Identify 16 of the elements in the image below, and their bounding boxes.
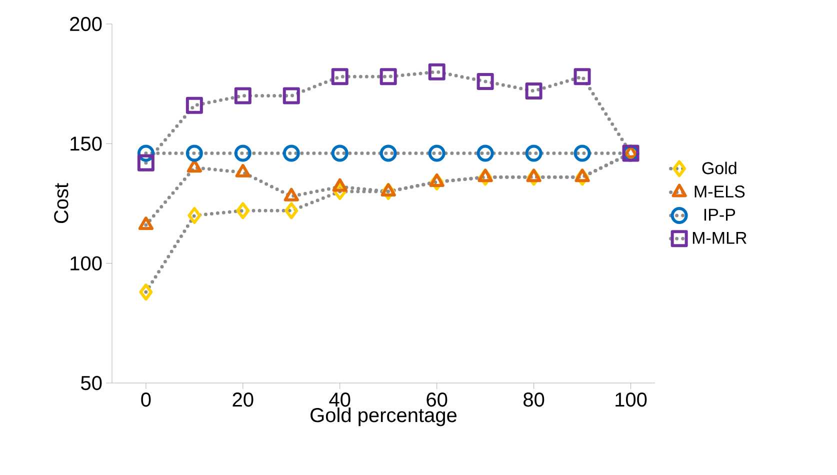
legend-label: M-MLR bbox=[692, 232, 746, 244]
x-tick-label: 80 bbox=[524, 392, 544, 407]
y-tick-label: 150 bbox=[70, 136, 102, 151]
y-tick-label: 100 bbox=[70, 256, 102, 270]
legend-label: Gold bbox=[702, 162, 736, 174]
x-tick-label: 0 bbox=[141, 392, 151, 407]
x-axis-title: Gold percentage bbox=[310, 408, 457, 426]
y-tick-label: 200 bbox=[70, 16, 102, 32]
x-tick-label: 60 bbox=[426, 392, 448, 407]
y-axis-title: Cost bbox=[54, 183, 68, 224]
legend-label: M-ELS bbox=[694, 186, 745, 198]
x-tick-label: 100 bbox=[616, 392, 647, 407]
y-tick-label: 50 bbox=[81, 376, 102, 390]
x-tick-label: 40 bbox=[329, 392, 350, 407]
x-tick-label: 20 bbox=[232, 392, 254, 407]
legend-label: IP-P bbox=[704, 208, 736, 221]
